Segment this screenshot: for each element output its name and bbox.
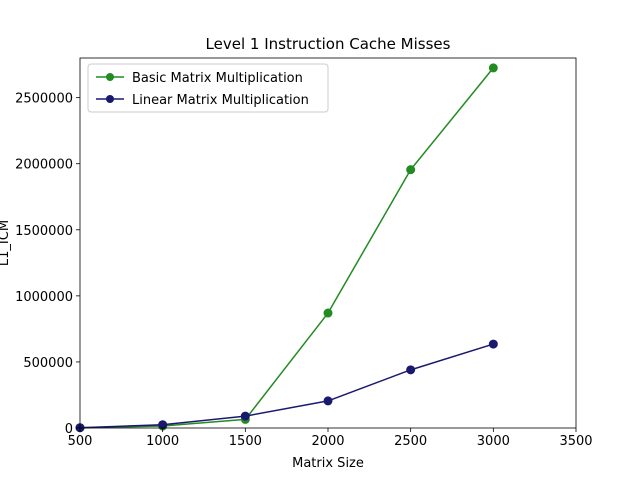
y-tick-label: 2500000 [15,92,73,107]
plot-frame [79,57,577,429]
x-tick-label: 3000 [477,434,510,449]
data-point [158,420,168,430]
legend-marker-1 [106,95,114,103]
y-tick-label: 1000000 [15,290,73,305]
legend: Basic Matrix Multiplication Linear Matrix… [87,63,329,113]
x-tick-label: 500 [68,434,93,449]
data-point [406,365,416,375]
chart-title: Level 1 Instruction Cache Misses [206,35,451,53]
data-point [240,411,250,421]
y-tick-label: 2000000 [15,158,73,173]
x-tick-label: 3500 [559,434,592,449]
x-tick-label: 1000 [146,434,179,449]
series-line-0 [79,67,494,429]
legend-label-0: Basic Matrix Multiplication [132,71,303,86]
y-tick-label: 1500000 [15,224,73,239]
y-axis-label: L1_ICM [0,220,12,266]
series-line-1 [79,343,494,429]
legend-marker-0 [106,73,114,81]
x-axis-label: Matrix Size [292,456,364,471]
x-tick-label: 2500 [394,434,427,449]
x-tick-label: 1500 [229,434,262,449]
legend-box [87,63,329,113]
plot-area: 500 1000 1500 2000 2500 3000 3500 0 500000 100000… [15,57,593,449]
y-tick-label: 0 [65,422,73,437]
x-tick-label: 2000 [311,434,344,449]
data-point [488,339,498,349]
data-point [323,308,333,318]
data-point [488,63,498,73]
data-point [323,396,333,406]
legend-label-1: Linear Matrix Multiplication [132,93,309,108]
y-tick-label: 500000 [23,356,73,371]
data-point [406,165,416,175]
